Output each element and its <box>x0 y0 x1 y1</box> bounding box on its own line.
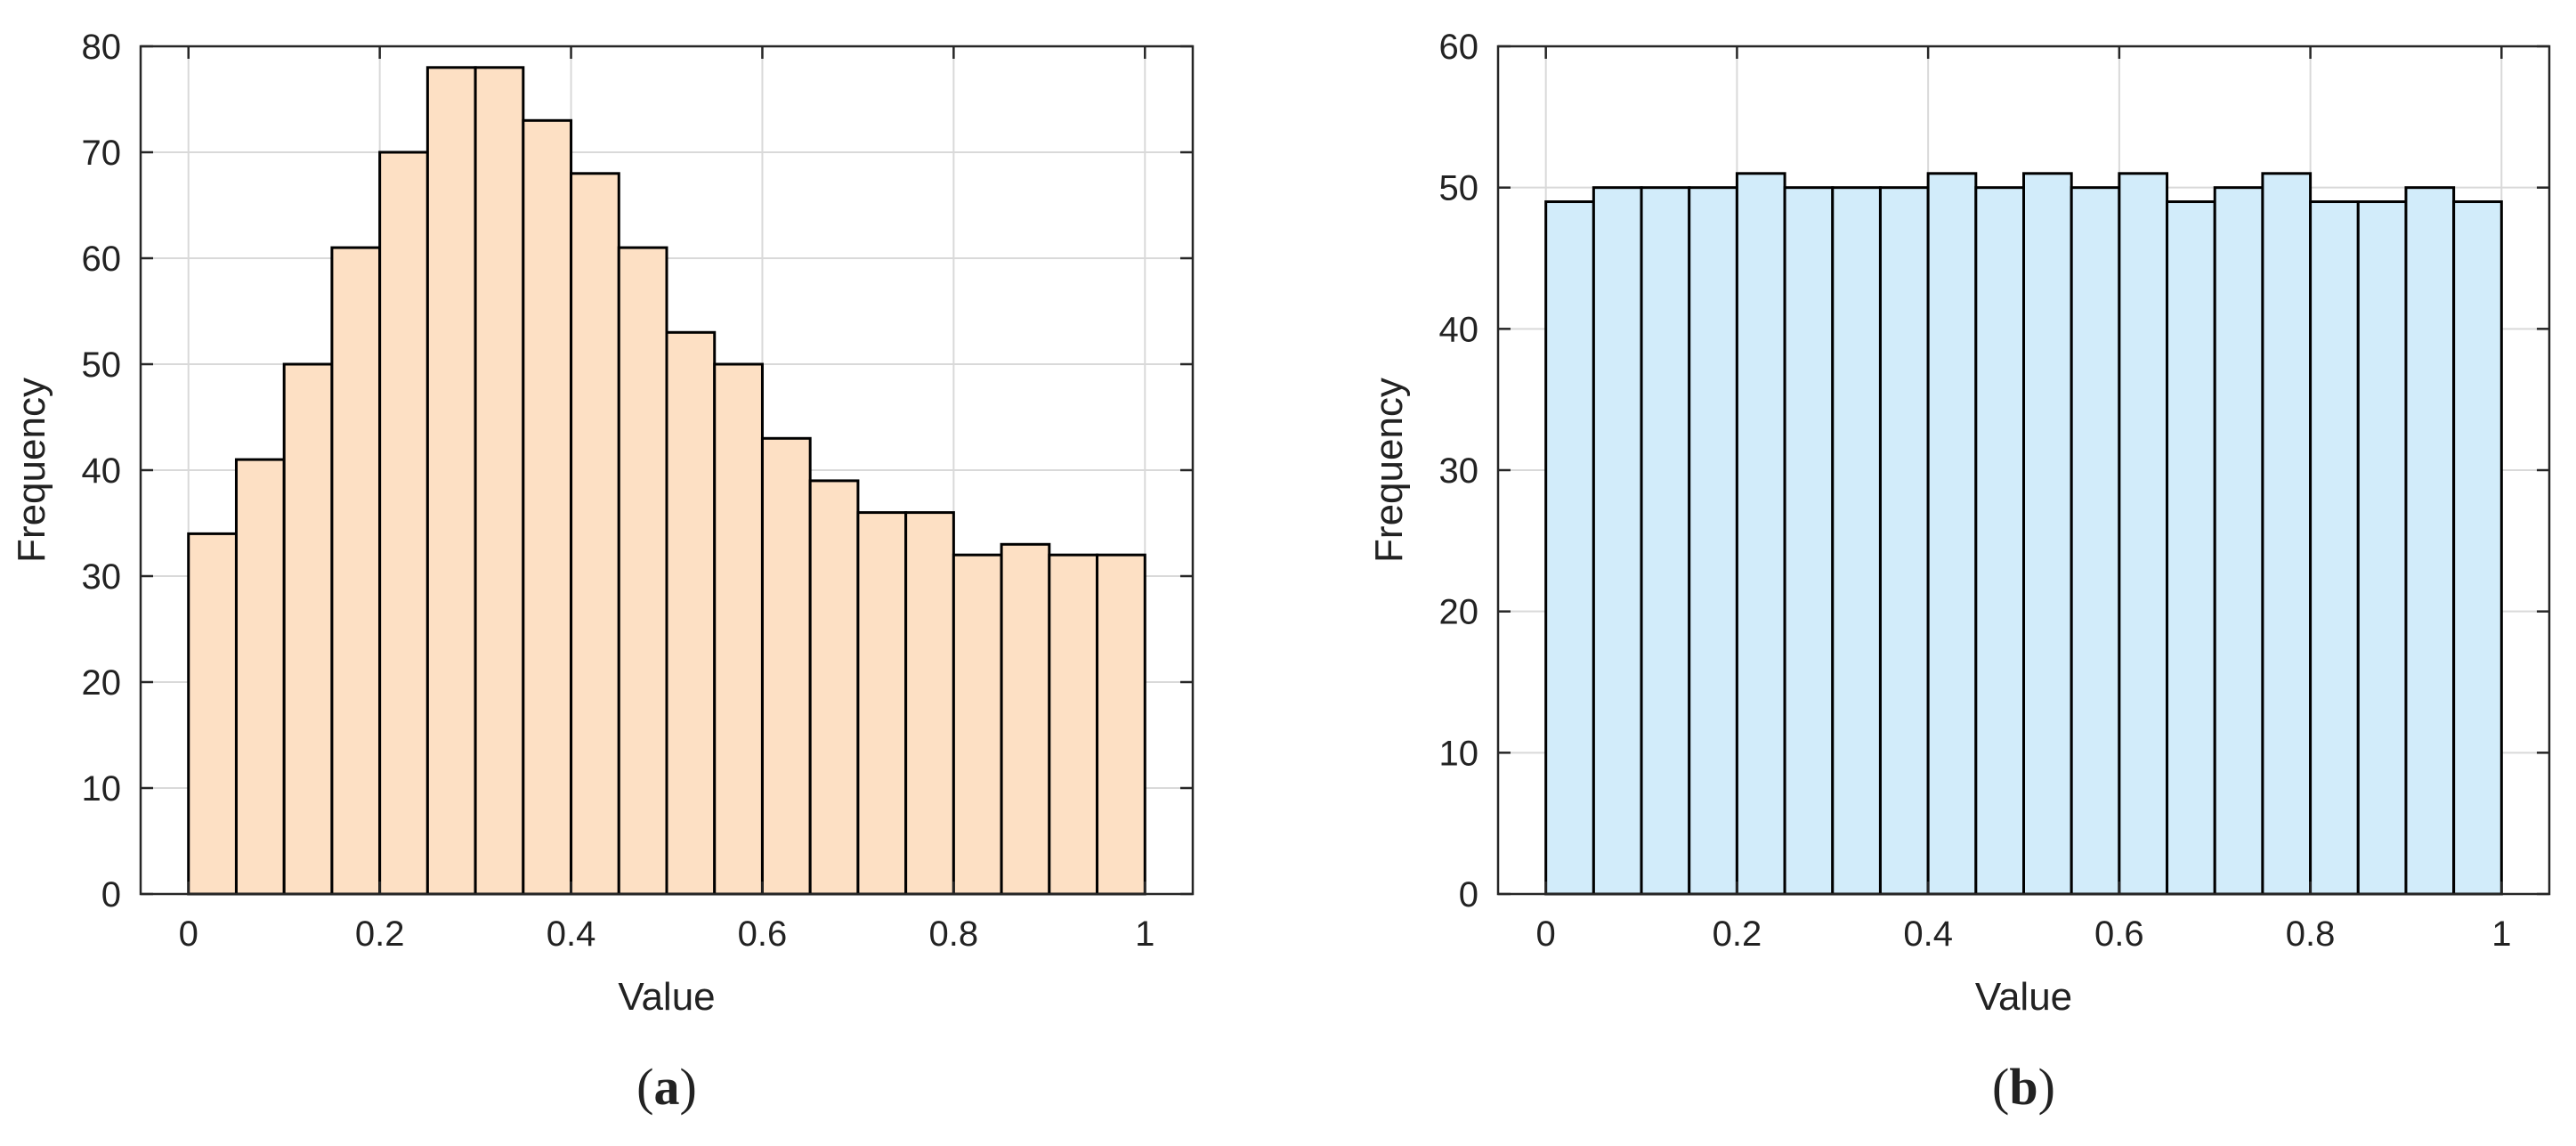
histogram-bar <box>234 458 286 896</box>
histogram-bar <box>952 553 1003 896</box>
histogram-bar <box>2118 172 2169 896</box>
histogram-bar <box>425 66 477 896</box>
histogram-bar <box>2261 172 2313 896</box>
y-tick-label: 80 <box>82 28 122 67</box>
x-tick-label: 0.8 <box>2286 914 2336 954</box>
y-tick-label: 50 <box>1439 169 1479 208</box>
x-tick-label: 1 <box>1135 914 1154 954</box>
histogram-bar <box>665 330 717 896</box>
histogram-bar <box>1831 186 1882 896</box>
x-tick-label: 0.2 <box>355 914 405 954</box>
y-tick-label: 10 <box>1439 734 1479 773</box>
panel-label: (b) <box>1992 1058 2055 1116</box>
histogram-bar <box>2166 200 2216 896</box>
x-tick-label: 0.4 <box>547 914 596 954</box>
y-tick-label: 0 <box>1459 875 1478 914</box>
x-tick-label: 0 <box>1536 914 1556 954</box>
y-tick-label: 30 <box>1439 451 1479 491</box>
y-tick-label: 60 <box>82 240 122 279</box>
x-tick-label: 0.4 <box>1903 914 1953 954</box>
x-tick-label: 0.6 <box>2094 914 2144 954</box>
panel-label: (a) <box>636 1058 697 1116</box>
histogram-bar <box>904 511 955 896</box>
histogram-bar <box>2070 186 2121 896</box>
histogram-bar <box>713 362 764 896</box>
y-tick-label: 50 <box>82 345 122 385</box>
chart-panel-a: 0 0.2 0.4 0.6 0.8 101020304050607080ValueFreq… <box>10 28 1195 1116</box>
histogram-bar <box>808 479 860 896</box>
x-tick-label: 0.8 <box>929 914 979 954</box>
y-tick-label: 40 <box>1439 310 1479 349</box>
histogram-bar <box>378 150 429 896</box>
histogram-bar <box>2213 186 2264 896</box>
y-axis-label: Frequency <box>10 378 53 563</box>
histogram-bar <box>1878 186 1930 896</box>
x-tick-label: 0.6 <box>738 914 788 954</box>
histogram-bar <box>474 66 525 896</box>
y-tick-label: 10 <box>82 769 122 809</box>
histogram-bar <box>2452 200 2503 896</box>
histogram-bar <box>1096 553 1146 896</box>
y-tick-label: 20 <box>82 663 122 703</box>
histogram-bar <box>522 118 573 896</box>
histogram-bar <box>330 246 382 896</box>
histogram-bar <box>856 511 908 896</box>
histogram-bar <box>1000 542 1051 896</box>
histogram-bar <box>1048 553 1099 896</box>
histogram-bar <box>1974 186 2025 896</box>
y-tick-label: 60 <box>1439 28 1479 67</box>
histogram-bar <box>187 532 238 896</box>
histogram-bar <box>1926 172 1978 896</box>
histogram-bar <box>2356 200 2408 896</box>
histogram-bar <box>2404 186 2456 896</box>
x-tick-label: 1 <box>2491 914 2511 954</box>
x-tick-label: 0.2 <box>1713 914 1762 954</box>
histogram-bar <box>1735 172 1786 896</box>
histogram-bar <box>1783 186 1835 896</box>
x-axis-label: Value <box>1975 975 2072 1019</box>
y-tick-label: 40 <box>82 451 122 491</box>
histogram-bar <box>2022 172 2073 896</box>
histogram-bar <box>1544 200 1595 896</box>
histogram-bar <box>282 362 334 896</box>
histogram-bar <box>1592 186 1643 896</box>
y-tick-label: 30 <box>82 557 122 597</box>
y-tick-label: 70 <box>82 134 122 173</box>
histogram-bar <box>1688 186 1738 896</box>
x-axis-label: Value <box>618 975 715 1019</box>
y-tick-label: 0 <box>101 875 121 914</box>
histogram-bar <box>2309 200 2360 896</box>
histogram-bar <box>617 246 668 896</box>
x-tick-label: 0 <box>179 914 198 954</box>
histogram-bar <box>1640 186 1691 896</box>
histogram-bar <box>570 172 620 896</box>
chart-panel-b: 0 0.2 0.4 0.6 0.8 10102030405060ValueFrequenc… <box>1367 28 2551 1116</box>
histogram-bar <box>760 436 812 896</box>
y-axis-label: Frequency <box>1367 378 1411 563</box>
y-tick-label: 20 <box>1439 593 1479 632</box>
